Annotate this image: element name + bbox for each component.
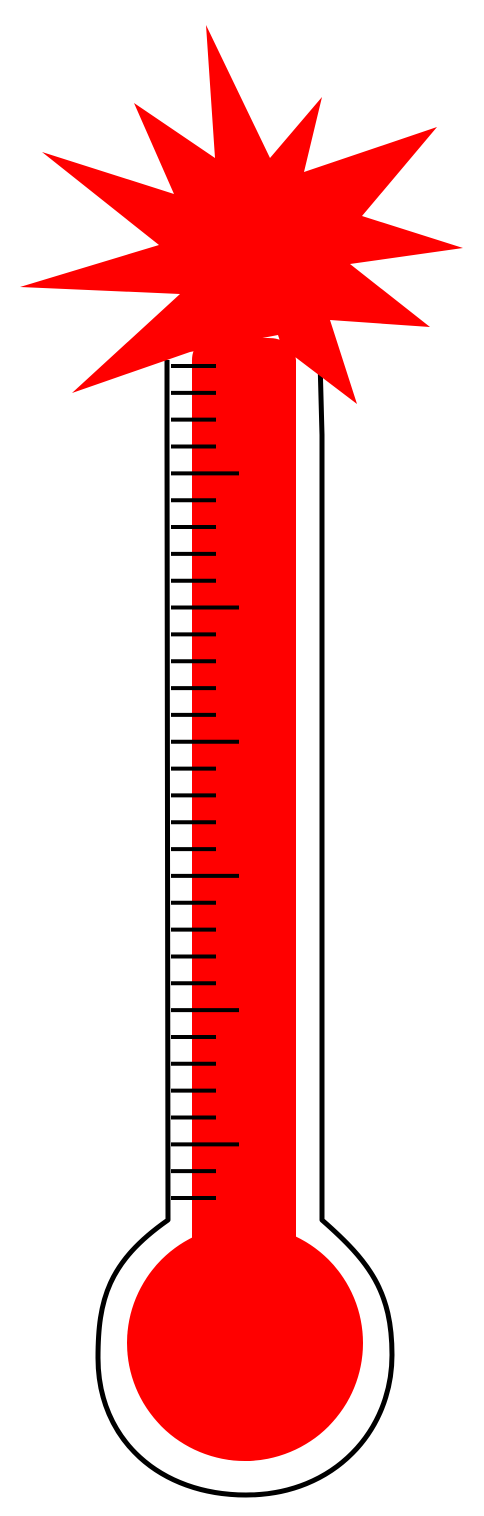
mercury-column [192,338,296,1240]
burst-star-icon [20,25,463,404]
tick-marks [171,364,239,1200]
bulb-icon [127,1225,363,1461]
